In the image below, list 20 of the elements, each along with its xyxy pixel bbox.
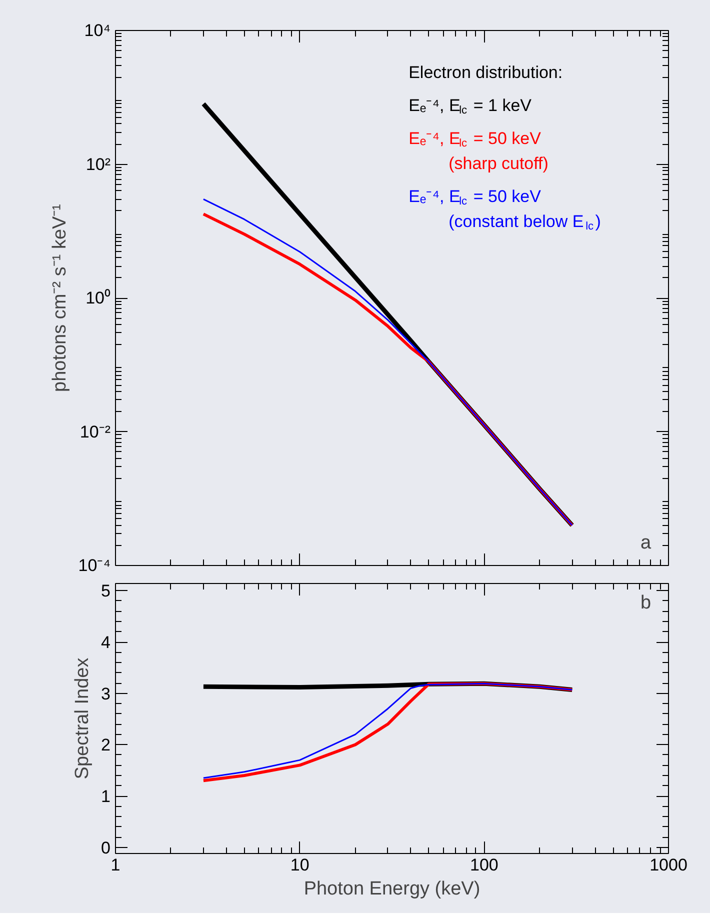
y-axis-title: photons cm⁻² s⁻¹ keV⁻¹ [49,204,70,392]
y-tick-label: 10⁻² [80,422,111,442]
y-tick-label: 10⁻⁴ [78,556,111,575]
x-axis-title: Photon Energy (keV) [304,878,480,900]
y-tick-label: 10² [86,154,111,174]
y-tick-label: 3 [101,684,111,704]
x-tick-label: 10 [290,856,310,874]
x-tick-label: 1000 [650,856,688,874]
y-axis-title: Spectral Index [72,657,94,780]
y-tick-label: 2 [101,736,111,755]
y-tick-label: 1 [101,787,111,806]
y-tick-label: 10⁰ [86,288,111,308]
annotation: a [640,532,652,554]
x-tick-label: 100 [470,856,498,874]
y-tick-label: 10⁴ [84,21,111,40]
annotation: b [640,592,652,614]
y-tick-label: 5 [101,582,111,601]
y-tick-label: 0 [101,838,111,858]
legend-title: Electron distribution: [408,63,563,82]
y-tick-label: 4 [101,633,111,652]
